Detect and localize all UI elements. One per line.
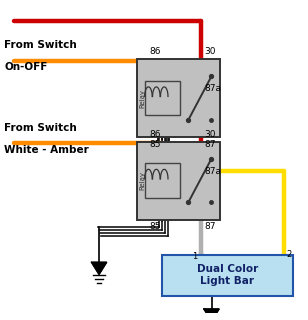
Text: 85: 85 (149, 222, 160, 231)
Text: 1: 1 (192, 252, 197, 260)
Text: 86: 86 (149, 130, 160, 139)
Text: On-OFF: On-OFF (4, 62, 48, 72)
Text: White - Amber: White - Amber (4, 145, 89, 155)
Text: 86: 86 (149, 47, 160, 56)
Bar (137, 59, 220, 137)
Polygon shape (91, 262, 107, 275)
Polygon shape (204, 309, 219, 320)
Text: 87a: 87a (205, 84, 221, 93)
Bar (137, 142, 220, 220)
Text: From Switch: From Switch (4, 40, 77, 50)
Text: 87: 87 (205, 140, 216, 148)
Bar (145, 81, 180, 115)
Text: 30: 30 (205, 47, 216, 56)
Text: 30: 30 (205, 130, 216, 139)
Text: 87a: 87a (205, 167, 221, 176)
Bar (145, 164, 180, 198)
Text: Relay: Relay (140, 171, 146, 190)
Text: Relay: Relay (140, 89, 146, 108)
Text: Dual Color
Light Bar: Dual Color Light Bar (197, 264, 258, 286)
Text: 85: 85 (149, 140, 160, 148)
Text: 87: 87 (205, 222, 216, 231)
Text: From Switch: From Switch (4, 123, 77, 132)
Text: 2: 2 (287, 250, 292, 259)
Bar (162, 255, 293, 296)
